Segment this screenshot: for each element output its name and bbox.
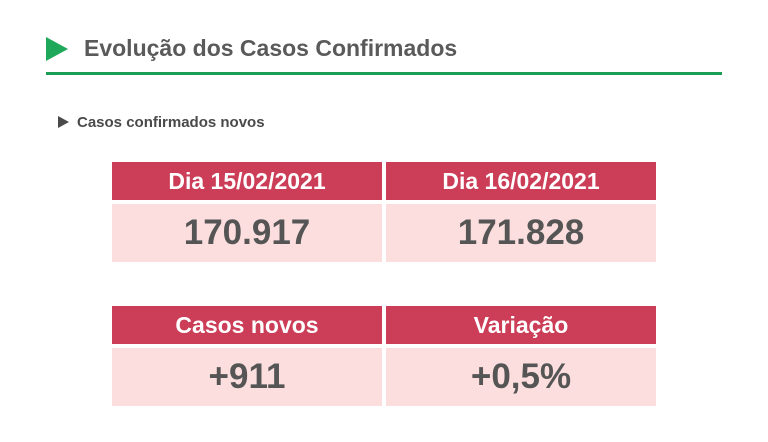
daily-totals-table: Dia 15/02/2021 Dia 16/02/2021 170.917 17… xyxy=(112,162,656,262)
new-cases-header: Casos novos xyxy=(112,306,382,344)
new-cases-table: Casos novos Variação +911 +0,5% xyxy=(112,306,656,406)
section-subtitle: Casos confirmados novos xyxy=(58,114,265,131)
total-value-2: 171.828 xyxy=(386,204,656,262)
new-cases-value: +911 xyxy=(112,348,382,406)
section-header: Evolução dos Casos Confirmados xyxy=(46,34,722,75)
date-header-2: Dia 16/02/2021 xyxy=(386,162,656,200)
triangle-bullet-icon xyxy=(58,116,69,128)
subtitle-label: Casos confirmados novos xyxy=(77,114,265,131)
page-title: Evolução dos Casos Confirmados xyxy=(84,35,458,61)
play-arrow-icon xyxy=(46,37,68,61)
date-header-1: Dia 15/02/2021 xyxy=(112,162,382,200)
variation-value: +0,5% xyxy=(386,348,656,406)
variation-header: Variação xyxy=(386,306,656,344)
total-value-1: 170.917 xyxy=(112,204,382,262)
